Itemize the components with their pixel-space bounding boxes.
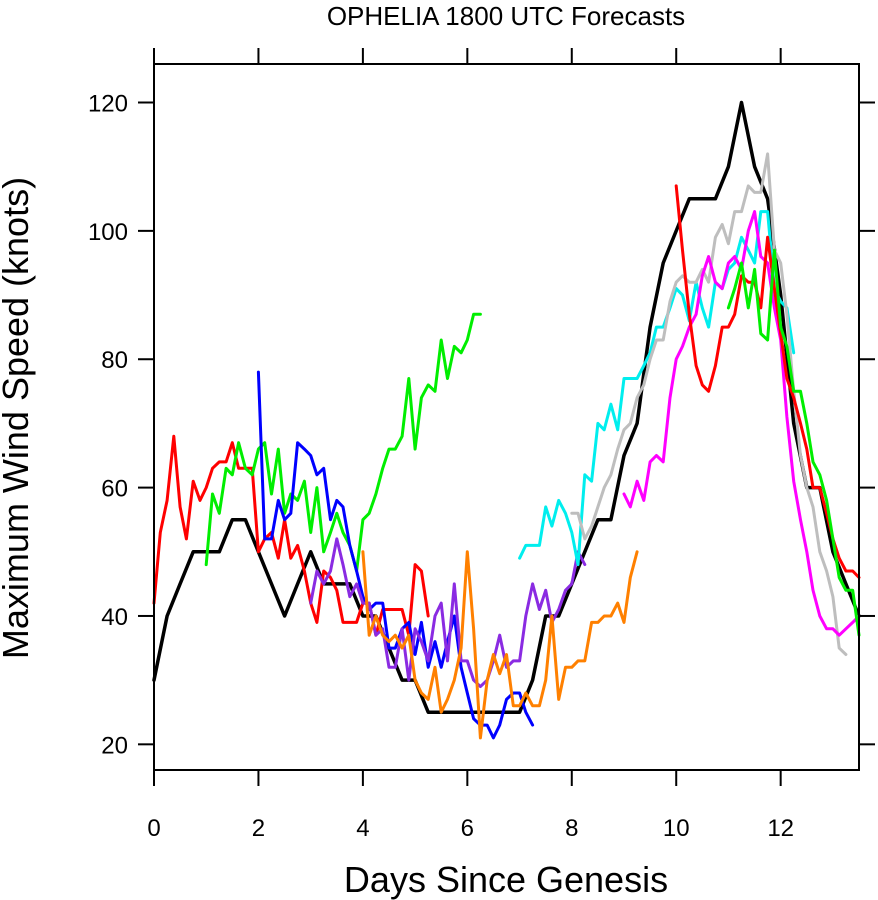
y-tick-label: 60 — [101, 476, 128, 503]
series-line-9 — [674, 184, 861, 579]
y-tick-label: 100 — [88, 219, 128, 246]
chart-title: OPHELIA 1800 UTC Forecasts — [327, 1, 685, 31]
series-layer — [152, 100, 861, 740]
axes-layer: 0 2 4 6 8 10 12 20 40 60 80 100 120 — [88, 48, 875, 842]
x-tick-label: 2 — [252, 815, 265, 842]
y-tick-label: 120 — [88, 91, 128, 118]
series-line-4 — [309, 537, 587, 689]
x-tick-label: 8 — [565, 815, 578, 842]
series-line-7 — [570, 152, 848, 656]
x-tick-label: 4 — [356, 815, 369, 842]
series-line-0 — [152, 100, 861, 714]
x-tick-label: 6 — [461, 815, 474, 842]
series-line-2 — [204, 312, 482, 573]
series-line-6 — [518, 210, 796, 567]
y-tick-label: 80 — [101, 347, 128, 374]
y-tick-label: 40 — [101, 604, 128, 631]
series-line-10 — [726, 248, 861, 637]
y-tick-label: 20 — [101, 732, 128, 759]
series-line-1 — [152, 434, 430, 637]
y-axis-label: Maximum Wind Speed (knots) — [0, 177, 36, 659]
x-tick-label: 12 — [767, 815, 794, 842]
x-tick-label: 10 — [663, 815, 690, 842]
x-axis-label: Days Since Genesis — [344, 859, 668, 900]
series-line-5 — [361, 550, 639, 740]
plot-frame — [153, 63, 860, 771]
series-line-3 — [256, 370, 535, 740]
x-tick-label: 0 — [147, 815, 160, 842]
